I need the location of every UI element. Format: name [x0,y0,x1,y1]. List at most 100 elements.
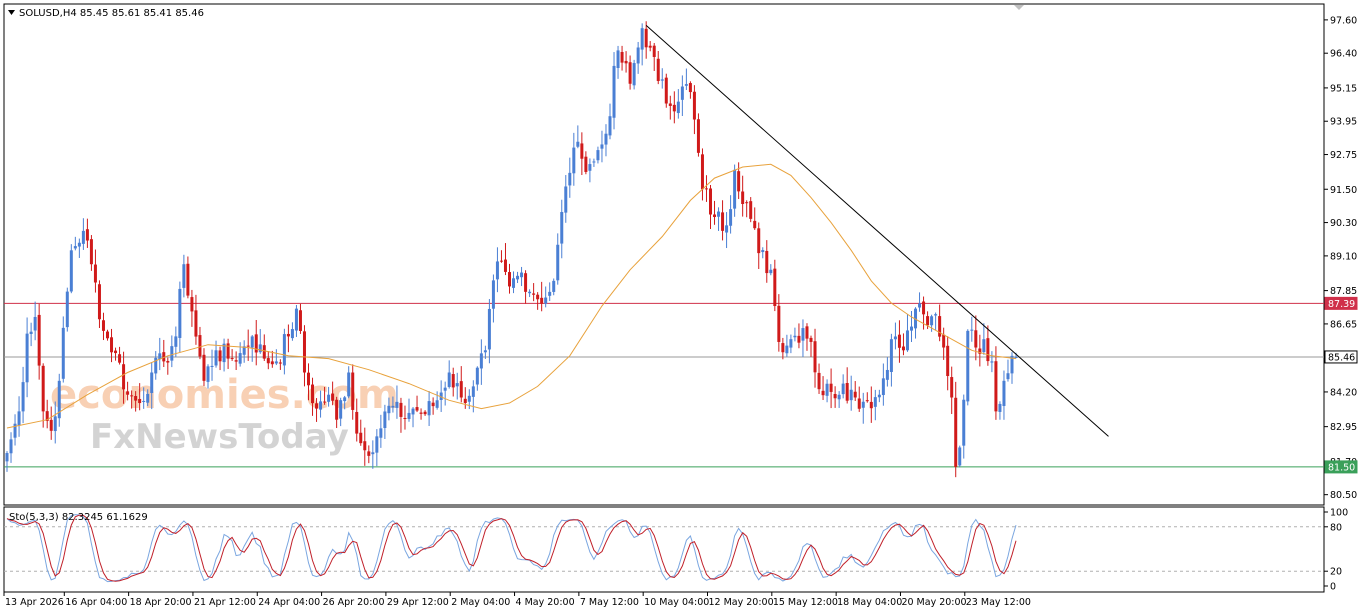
candle [25,317,29,398]
candle [178,281,182,352]
candle [327,386,331,407]
candle [741,175,745,217]
stochastic-levels [4,526,1324,572]
time-tick-label: 20 May 20:00 [901,597,966,608]
candle [347,366,351,399]
level-tag-support: 81.50 [1324,460,1358,474]
candle [262,334,266,361]
candle [311,377,315,416]
candle [487,299,491,364]
candle [379,414,383,448]
candle [821,376,825,400]
time-tick-label: 10 May 04:00 [644,597,709,608]
candle [990,351,994,373]
candle [343,395,347,410]
candle [61,316,65,383]
time-tick-label: 21 Apr 12:00 [194,597,256,608]
candle [869,386,873,423]
symbol-dropdown-icon[interactable] [8,10,15,15]
candle [407,398,411,422]
candle [170,335,174,368]
candle [700,148,704,201]
candle [536,292,540,310]
candle [174,326,178,357]
candle [785,334,789,357]
candle [696,113,700,157]
price-tick-label: 92.75 [1330,150,1357,161]
candle [29,322,33,347]
candle [479,339,483,385]
candle [73,236,77,251]
candle [37,303,41,380]
candle [668,95,672,120]
candle [512,271,516,294]
candle [520,266,524,287]
candle [684,68,688,90]
candle [660,68,664,89]
time-tick-label: 4 May 20:00 [516,597,575,608]
candle [335,396,339,429]
candle [351,364,355,420]
candle [761,247,765,259]
candle [158,337,162,371]
time-axis: 13 Apr 2026 16 Apr 04:00 18 Apr 20:00 21 Ap… [3,592,1031,608]
time-tick-label: 18 May 04:00 [837,597,902,608]
candle [391,396,395,413]
candle [552,278,556,296]
candle [455,372,459,400]
candle [548,282,552,302]
candle [797,323,801,349]
candle [319,390,323,418]
chart-shift-marker-icon[interactable] [1014,5,1024,10]
stochastic-label: Sto(5,3,3) 82.3245 61.1629 [9,512,148,523]
candle [387,397,391,421]
watermark-economies: economies.com [50,372,399,418]
candle [290,322,294,341]
candle [206,364,210,389]
candle [371,440,375,469]
level-tag-text: 85.46 [1328,352,1355,363]
candle [572,132,576,186]
candle [194,294,198,345]
candle [270,350,274,368]
price-tick-label: 93.95 [1330,117,1357,128]
candle [101,312,105,341]
candle [652,43,656,71]
candle [33,301,37,341]
price-tick-label: 84.20 [1330,387,1357,398]
price-tick-label: 82.95 [1330,422,1357,433]
candle [298,303,302,334]
candle [636,41,640,74]
candle [475,366,479,391]
candle [540,281,544,312]
price-tick-label: 89.10 [1330,251,1357,262]
candle [596,146,600,164]
candle [713,200,717,225]
candle [560,199,564,259]
candle [13,414,17,446]
candle [672,91,676,124]
candle [375,429,379,467]
descending-trendline[interactable] [645,25,1109,437]
candle [632,59,636,90]
candle [938,304,942,342]
candle [218,346,222,371]
candle [182,254,186,298]
candle [950,366,954,415]
candle [604,124,608,157]
time-tick-label: 23 May 12:00 [966,597,1031,608]
stochastic-tick-label: 0 [1330,582,1336,593]
candle [110,328,114,363]
candle [656,50,660,85]
candle [282,328,286,375]
candle [1010,352,1014,384]
candle [53,401,57,444]
candle [568,157,572,198]
candle [495,247,499,293]
candle [946,336,950,391]
candle [970,316,974,342]
candle [65,287,69,332]
stochastic-axis: 100 80 20 0 [1324,508,1348,593]
candle [508,263,511,294]
